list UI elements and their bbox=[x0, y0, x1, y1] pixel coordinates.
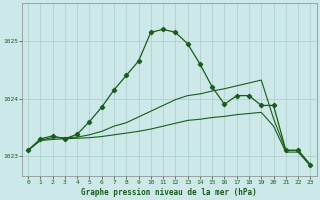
X-axis label: Graphe pression niveau de la mer (hPa): Graphe pression niveau de la mer (hPa) bbox=[81, 188, 257, 197]
